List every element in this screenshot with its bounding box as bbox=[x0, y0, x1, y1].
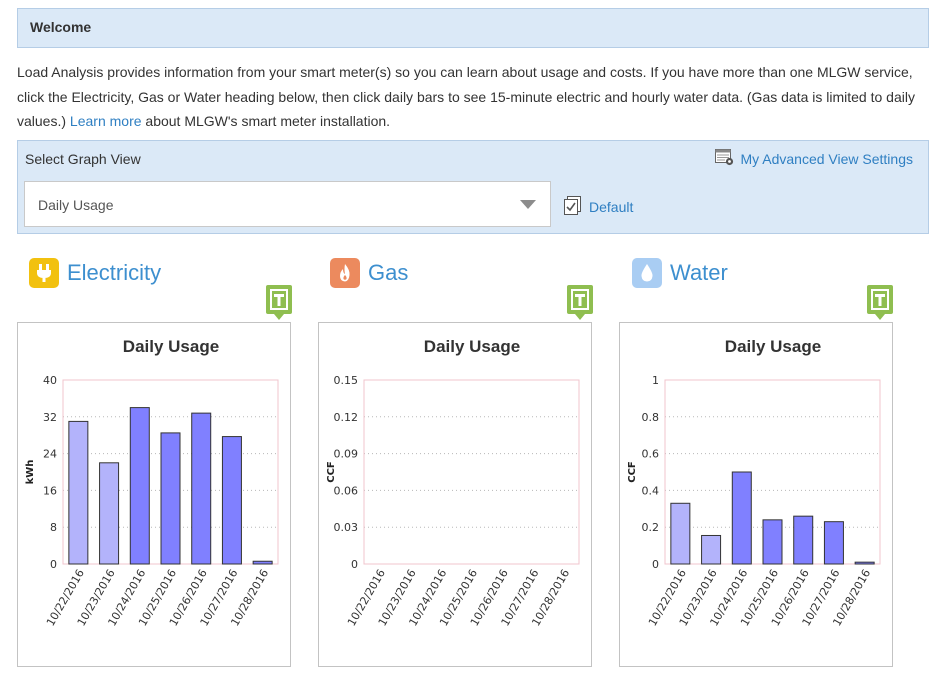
bar[interactable] bbox=[670, 502, 691, 565]
bar[interactable] bbox=[221, 436, 242, 565]
y-axis-label: kWh bbox=[25, 460, 36, 485]
electricity-table-icon[interactable] bbox=[266, 285, 292, 321]
plug-icon bbox=[29, 258, 59, 288]
y-tick-label: 8 bbox=[50, 521, 57, 534]
default-view-label: Default bbox=[589, 198, 634, 215]
y-tick-label: 24 bbox=[43, 448, 57, 461]
y-tick-label: 0 bbox=[652, 558, 659, 571]
y-tick-label: 0.06 bbox=[334, 484, 359, 497]
intro-text: Load Analysis provides information from … bbox=[17, 60, 929, 134]
water-chart-panel: Daily Usage 0 0.2 0.4 0.6 0.8 1 CCF 10/22/2016 10… bbox=[619, 322, 893, 667]
bar[interactable] bbox=[762, 519, 783, 565]
y-axis-label: CCF bbox=[326, 461, 337, 483]
y-tick-label: 0.12 bbox=[334, 411, 359, 424]
y-tick-label: 0.2 bbox=[642, 521, 660, 534]
water-table-icon[interactable] bbox=[867, 285, 893, 321]
y-tick-label: 0.6 bbox=[642, 448, 660, 461]
flame-icon bbox=[330, 258, 360, 288]
chart-title: Daily Usage bbox=[725, 337, 821, 356]
intro-text-after: about MLGW's smart meter installation. bbox=[141, 113, 391, 129]
advanced-view-settings-link[interactable]: My Advanced View Settings bbox=[715, 149, 913, 169]
y-tick-label: 0.8 bbox=[642, 411, 660, 424]
advanced-view-settings-label: My Advanced View Settings bbox=[740, 151, 913, 167]
y-tick-label: 0.15 bbox=[334, 374, 359, 387]
y-tick-label: 1 bbox=[652, 374, 659, 387]
bar[interactable] bbox=[731, 471, 752, 565]
bar[interactable] bbox=[191, 412, 212, 565]
graph-view-label: Select Graph View bbox=[25, 151, 141, 167]
y-tick-label: 40 bbox=[43, 374, 57, 387]
learn-more-link[interactable]: Learn more bbox=[69, 113, 142, 129]
gas-chart-panel: Daily Usage 0 0.03 0.06 0.09 0.12 0.15 CCF 10/22… bbox=[318, 322, 592, 667]
bar[interactable] bbox=[129, 407, 150, 565]
graph-view-selected-value: Daily Usage bbox=[38, 197, 114, 213]
intro-text-before: Load Analysis provides information from … bbox=[17, 64, 915, 129]
gas-chart[interactable]: Daily Usage00.030.060.090.120.15CCF10/22… bbox=[319, 323, 593, 668]
graph-view-select[interactable]: Daily Usage bbox=[24, 181, 551, 227]
default-view-link[interactable]: Default bbox=[564, 195, 633, 218]
water-header[interactable]: Water bbox=[632, 258, 728, 288]
gas-label: Gas bbox=[368, 260, 409, 285]
electricity-chart-panel: Daily Usage 0 8 16 24 32 40 kWh 10/22/2016 10/23/… bbox=[17, 322, 291, 667]
y-tick-label: 0.09 bbox=[334, 448, 359, 461]
default-clipboard-icon bbox=[564, 195, 583, 218]
chart-title: Daily Usage bbox=[424, 337, 520, 356]
y-tick-label: 0.03 bbox=[334, 521, 359, 534]
y-tick-label: 0 bbox=[351, 558, 358, 571]
gas-header[interactable]: Gas bbox=[330, 258, 408, 288]
y-tick-label: 16 bbox=[43, 484, 57, 497]
bar[interactable] bbox=[823, 521, 844, 565]
welcome-title: Welcome bbox=[30, 19, 92, 35]
plot-area bbox=[363, 379, 580, 565]
electricity-header[interactable]: Electricity bbox=[29, 258, 161, 288]
electricity-chart[interactable]: Daily Usage0816243240kWh10/22/201610/23/… bbox=[18, 323, 292, 668]
bar[interactable] bbox=[793, 515, 814, 565]
water-drop-icon bbox=[632, 258, 662, 288]
water-label: Water bbox=[670, 260, 728, 285]
bar[interactable] bbox=[160, 432, 181, 565]
bar[interactable] bbox=[252, 560, 273, 565]
bar[interactable] bbox=[99, 462, 120, 565]
y-tick-label: 0.4 bbox=[642, 484, 660, 497]
settings-grid-icon bbox=[715, 149, 734, 169]
y-tick-label: 32 bbox=[43, 411, 57, 424]
bar[interactable] bbox=[701, 534, 722, 565]
bar[interactable] bbox=[68, 420, 89, 565]
chart-title: Daily Usage bbox=[123, 337, 219, 356]
y-tick-label: 0 bbox=[50, 558, 57, 571]
gas-table-icon[interactable] bbox=[567, 285, 593, 321]
bar[interactable] bbox=[854, 561, 875, 565]
electricity-label: Electricity bbox=[67, 260, 162, 285]
y-axis-label: CCF bbox=[627, 461, 638, 483]
graph-view-panel: Select Graph View My Advanced View Setti… bbox=[17, 140, 929, 234]
welcome-header: Welcome bbox=[17, 8, 929, 48]
water-chart[interactable]: Daily Usage00.20.40.60.81CCF10/22/201610… bbox=[620, 323, 894, 668]
dropdown-arrow-icon bbox=[520, 200, 536, 209]
